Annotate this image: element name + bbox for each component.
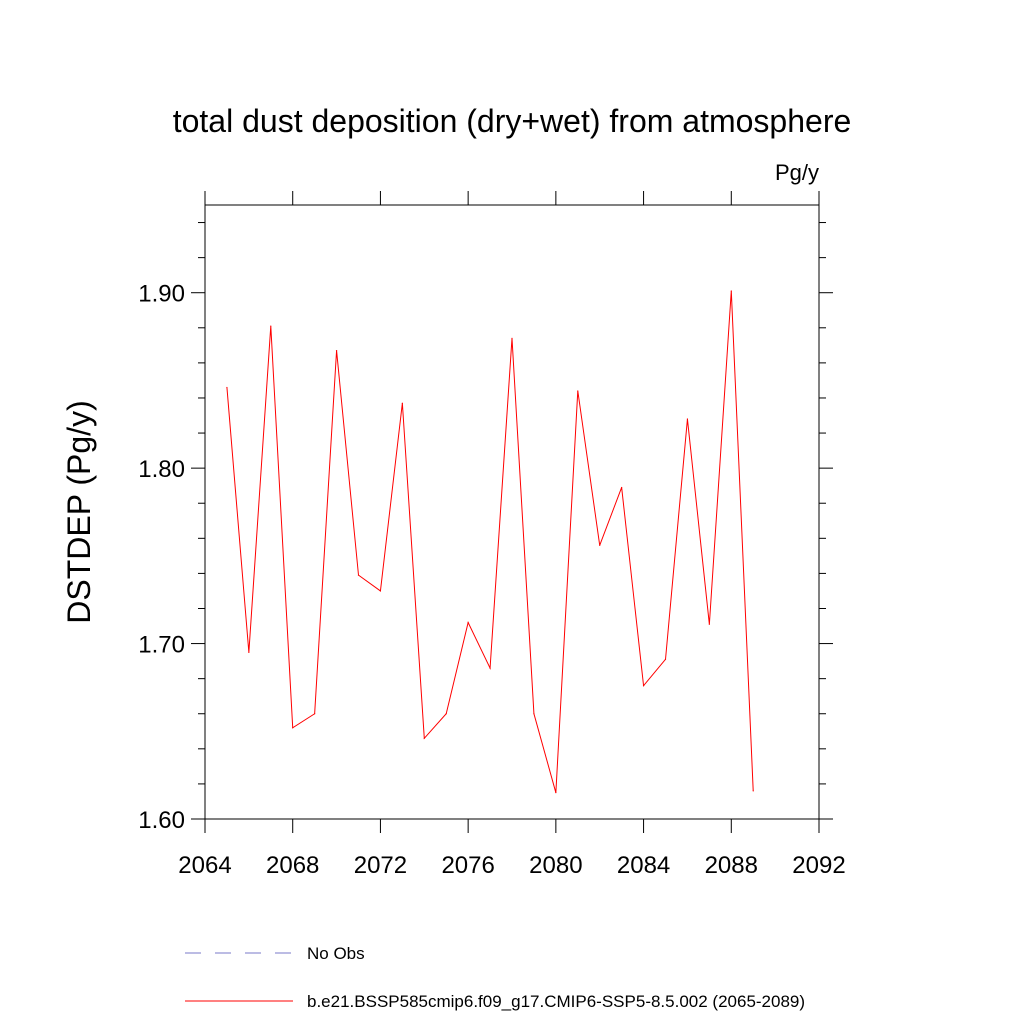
- y-tick-label-1: 1.70: [138, 632, 185, 659]
- data-point-0-15: [555, 792, 557, 794]
- units-label: Pg/y: [775, 160, 819, 185]
- x-tick-label-7: 2092: [792, 852, 845, 879]
- data-point-0-20: [664, 658, 667, 660]
- data-point-0-23: [730, 290, 732, 292]
- data-point-0-22: [708, 623, 710, 625]
- data-point-0-5: [335, 350, 338, 352]
- data-point-0-21: [686, 418, 689, 420]
- data-point-0-18: [621, 486, 623, 489]
- data-point-0-3: [292, 727, 294, 729]
- legend-label-ssp585: b.e21.BSSP585cmip6.f09_g17.CMIP6-SSP5-8.…: [307, 992, 805, 1011]
- y-axis-label: DSTDEP (Pg/y): [61, 400, 97, 623]
- data-point-0-7: [379, 590, 382, 592]
- data-point-0-12: [489, 667, 491, 669]
- data-point-0-17: [599, 544, 601, 546]
- x-tick-label-1: 2068: [266, 852, 319, 879]
- x-tick-label-4: 2080: [529, 852, 582, 879]
- y-tick-label-3: 1.90: [138, 281, 185, 308]
- legend: No Obs b.e21.BSSP585cmip6.f09_g17.CMIP6-…: [185, 944, 805, 1011]
- data-point-0-4: [314, 713, 316, 715]
- data-point-0-6: [357, 574, 360, 576]
- chart-title: total dust deposition (dry+wet) from atm…: [173, 103, 852, 139]
- data-point-0-19: [642, 685, 645, 687]
- data-point-0-2: [270, 325, 272, 327]
- x-axis: 2064 2068 2072 2076 2080 2084 2088 2092: [178, 191, 846, 879]
- data-point-0-24: [752, 790, 754, 792]
- minor-ticks: [198, 222, 826, 785]
- x-tick-label-6: 2088: [705, 852, 758, 879]
- legend-label-no-obs: No Obs: [307, 944, 365, 963]
- data-point-0-10: [445, 713, 447, 715]
- series-line-0: [226, 290, 754, 793]
- plot-frame: [204, 204, 820, 820]
- series-layer: [226, 290, 754, 794]
- x-tick-label-2: 2072: [354, 852, 407, 879]
- data-point-0-0: [226, 386, 228, 389]
- data-point-0-11: [467, 621, 469, 624]
- x-tick-label-0: 2064: [178, 852, 231, 879]
- data-point-0-9: [423, 737, 425, 739]
- data-point-0-1: [248, 651, 250, 653]
- x-tick-label-3: 2076: [441, 852, 494, 879]
- data-point-0-14: [533, 713, 535, 715]
- data-point-0-8: [401, 402, 403, 404]
- data-point-0-16: [577, 390, 579, 392]
- x-tick-label-5: 2084: [617, 852, 670, 879]
- y-axis: 1.60 1.70 1.80 1.90: [138, 281, 833, 834]
- y-tick-label-0: 1.60: [138, 807, 185, 834]
- data-point-0-13: [511, 337, 513, 339]
- y-tick-label-2: 1.80: [138, 456, 185, 483]
